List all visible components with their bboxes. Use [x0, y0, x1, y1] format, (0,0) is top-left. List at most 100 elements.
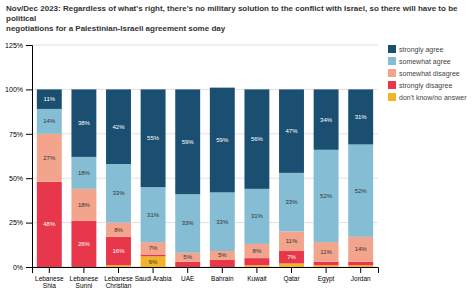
bar-segment: [175, 262, 200, 267]
x-tick-mark: [291, 267, 292, 273]
data-label: 31%: [147, 212, 160, 218]
x-tick: LebaneseShia: [35, 267, 64, 289]
legend-item: strongly agree: [388, 45, 443, 54]
data-label: 18%: [78, 170, 91, 176]
x-tick-label-line: Egypt: [318, 275, 335, 283]
chart-svg: Nov/Dec 2023: Regardless of what's right…: [0, 0, 474, 293]
bar-segment: [106, 223, 131, 237]
data-label: 11%: [44, 96, 56, 102]
y-axis: 0%25%50%75%100%125%: [5, 42, 32, 271]
data-label: 59%: [216, 137, 229, 143]
y-tick: 50%: [9, 175, 32, 182]
bar-segment: [71, 221, 96, 267]
bar-segment: [314, 265, 339, 267]
x-tick-label: Qatar: [283, 275, 300, 283]
y-tick-mark: [26, 45, 32, 46]
bar-segment: [244, 89, 269, 188]
data-label: 6%: [149, 259, 158, 265]
y-tick-mark: [26, 178, 32, 179]
bar-segment: [141, 256, 166, 267]
bar-segment: [348, 144, 373, 236]
data-label: 33%: [182, 220, 195, 226]
bar-segment: [244, 258, 269, 265]
legend-swatch: [388, 57, 396, 65]
y-tick-label: 0%: [13, 264, 23, 271]
y-tick-mark: [26, 267, 32, 268]
y-tick-label: 100%: [5, 86, 23, 93]
plot: 6%48%26%16%7%27%18%8%7%5%5%8%11%11%14%14…: [5, 42, 378, 289]
data-label: 31%: [251, 213, 264, 219]
bar-segment: [244, 244, 269, 258]
y-tick-mark: [26, 223, 32, 224]
x-tick: Egypt: [318, 267, 335, 283]
x-tick-label: UAE: [181, 275, 195, 282]
data-label: 8%: [253, 248, 262, 254]
bar-segment: [314, 262, 339, 266]
legend-label: somewhat agree: [399, 58, 451, 66]
data-label: 5%: [218, 252, 227, 258]
y-axis-line: [26, 46, 33, 268]
x-tick-label: Bahrain: [211, 275, 234, 282]
data-label: 27%: [43, 155, 56, 161]
bar-segment: [314, 150, 339, 242]
x-tick-mark: [118, 267, 119, 273]
title-line: political: [6, 14, 36, 23]
grid-line: [32, 45, 378, 46]
bar-segment: [37, 182, 62, 267]
data-label: 33%: [112, 190, 125, 196]
data-label: 42%: [112, 124, 125, 130]
x-tick: UAE: [181, 267, 195, 282]
x-tick: Qatar: [283, 267, 300, 283]
x-axis: LebaneseShiaLebaneseSunniLebaneseChristi…: [33, 267, 379, 289]
x-tick-mark: [256, 267, 257, 273]
x-tick-mark: [49, 267, 50, 273]
chart-container: Nov/Dec 2023: Regardless of what's right…: [0, 0, 474, 293]
x-tick-label: Kuwait: [247, 275, 267, 282]
legend-item: don't know/no answer: [388, 93, 467, 101]
bar-segment: [37, 109, 62, 134]
legend-swatch: [388, 81, 396, 89]
bar-segment: [314, 242, 339, 262]
x-tick: Jordan: [351, 267, 371, 282]
data-label: 52%: [320, 193, 333, 199]
x-tick-label-line: Sunni: [76, 282, 93, 289]
data-label: 33%: [216, 219, 229, 225]
x-tick-mark: [153, 267, 154, 273]
bar-segment: [210, 251, 235, 260]
data-label: 55%: [147, 135, 160, 141]
legend-swatch: [388, 45, 396, 53]
x-tick-mark: [222, 267, 223, 273]
bar-segment: [279, 251, 304, 263]
y-tick-label: 25%: [9, 219, 23, 226]
bar-segment: [37, 89, 62, 109]
bar-segment: [314, 89, 339, 149]
bar-segment: [348, 89, 373, 144]
bar-segment: [210, 88, 235, 193]
bar-segment: [106, 237, 131, 265]
title-line: negotiations for a Palestinian-Israeli a…: [6, 24, 226, 33]
x-tick: LebaneseSunni: [70, 267, 99, 289]
bar-segment: [71, 89, 96, 156]
x-tick-label-line: Lebanese: [104, 275, 133, 282]
legend-label: strongly agree: [399, 46, 443, 54]
data-label: 26%: [78, 241, 91, 247]
bar-segment: [141, 89, 166, 187]
x-tick-label-line: Jordan: [351, 275, 371, 282]
legend-item: strongly disagree: [388, 81, 452, 90]
data-label: 16%: [112, 248, 125, 254]
x-tick-label: LebaneseChristian: [104, 275, 133, 289]
x-tick-label-line: Lebanese: [35, 275, 64, 282]
x-tick-mark: [187, 267, 188, 273]
data-label: 47%: [285, 128, 298, 134]
data-label: 7%: [149, 245, 158, 251]
y-tick: 75%: [9, 131, 32, 138]
x-tick-label-line: Kuwait: [247, 275, 267, 282]
data-label: 52%: [355, 188, 368, 194]
bar-segment: [141, 242, 166, 254]
x-tick: Saudi Arabia: [135, 267, 172, 282]
x-tick-label-line: Saudi Arabia: [135, 275, 172, 282]
bar-segment: [348, 265, 373, 267]
x-axis-line: [33, 268, 379, 274]
bar-segment: [244, 189, 269, 244]
x-tick-label-line: Lebanese: [70, 275, 99, 282]
